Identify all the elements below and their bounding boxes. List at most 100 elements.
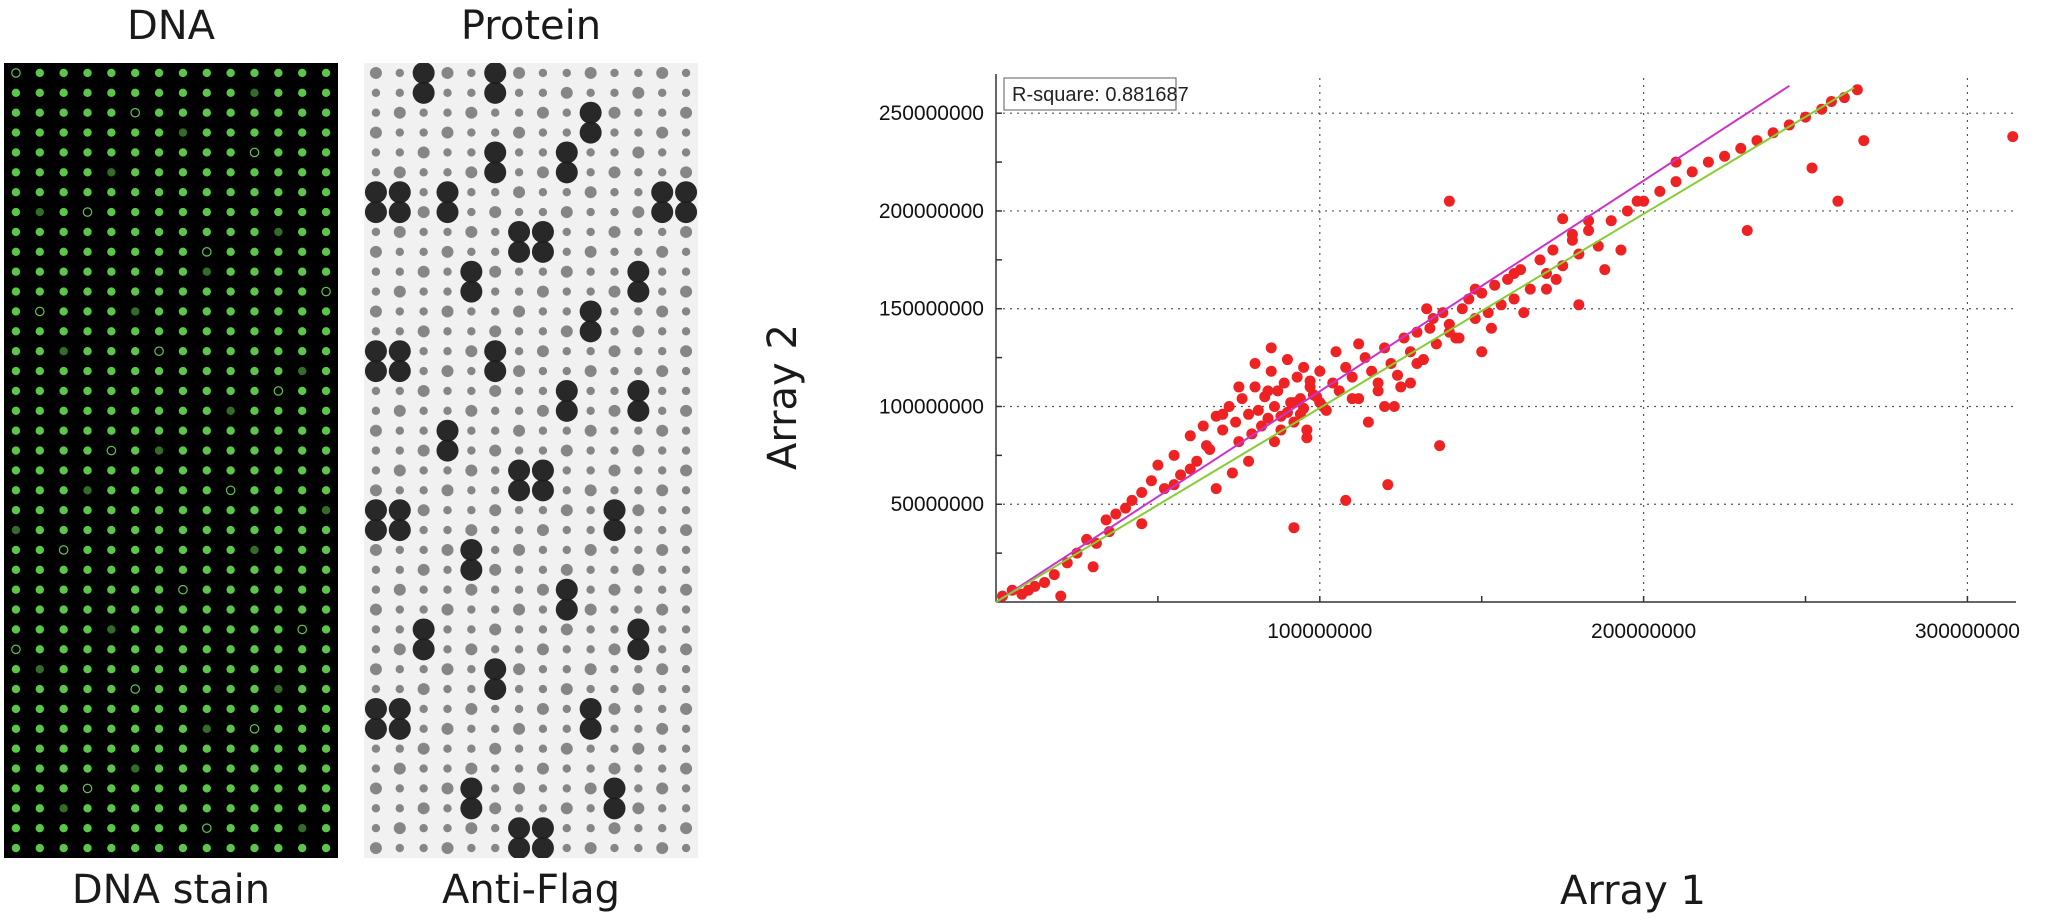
dna-spot	[59, 68, 68, 78]
protein-spot	[484, 678, 507, 701]
dna-spot	[11, 108, 21, 117]
dna-spot	[178, 584, 188, 595]
protein-spot	[681, 486, 691, 495]
data-point	[1424, 322, 1436, 334]
protein-spot	[491, 108, 500, 117]
dna-spot	[154, 287, 164, 296]
protein-bottom-label: Anti-Flag	[442, 867, 620, 913]
dna-spot	[250, 88, 259, 98]
dna-spot	[202, 346, 211, 356]
dna-spot	[250, 327, 259, 336]
protein-spot	[371, 406, 381, 416]
dna-spot	[274, 88, 283, 98]
dna-spot	[131, 307, 140, 316]
protein-spot	[484, 360, 507, 383]
protein-spot	[513, 543, 526, 556]
protein-spot	[388, 201, 411, 224]
protein-spot	[412, 81, 435, 104]
data-point	[1362, 416, 1374, 428]
protein-spot	[443, 764, 452, 773]
dna-spot	[11, 843, 21, 853]
data-point	[1291, 371, 1303, 383]
dna-spot	[59, 764, 68, 773]
protein-spot	[484, 340, 507, 363]
dna-spot	[35, 545, 44, 555]
protein-spot	[681, 247, 691, 257]
dna-spot	[250, 625, 259, 634]
protein-spot	[610, 684, 619, 694]
dna-spot	[226, 207, 235, 217]
protein-spot	[538, 446, 548, 455]
protein-spot	[531, 817, 554, 840]
dna-spot	[59, 784, 68, 793]
dna-spot	[59, 346, 68, 356]
protein-spot	[419, 664, 428, 674]
dna-spot	[178, 148, 188, 157]
dna-spot	[107, 784, 116, 793]
dna-spot	[298, 605, 307, 614]
protein-spot	[371, 585, 381, 594]
dna-spot	[131, 406, 140, 416]
dna-spot	[83, 525, 92, 535]
data-point	[1476, 346, 1488, 358]
dna-spot	[202, 784, 211, 793]
dna-spot	[107, 346, 116, 356]
dna-spot	[59, 466, 68, 475]
dna-spot	[250, 267, 259, 276]
dna-spot	[83, 446, 92, 455]
x-axis-title: Array 1	[1560, 868, 1706, 914]
protein-spot	[681, 664, 691, 674]
dna-spot	[178, 784, 188, 793]
dna-spot	[83, 346, 92, 356]
dna-spot	[298, 148, 307, 157]
data-point	[1430, 338, 1442, 350]
dna-spot	[178, 684, 188, 694]
protein-spot	[586, 406, 595, 416]
dna-spot	[11, 168, 21, 177]
dna-spot	[321, 823, 331, 833]
protein-spot	[443, 704, 452, 714]
protein-spot	[417, 384, 430, 397]
protein-spot	[656, 782, 669, 795]
dna-spot	[107, 168, 116, 177]
dna-spot	[321, 625, 331, 634]
dna-spot	[321, 406, 331, 416]
protein-spot	[632, 86, 645, 99]
dna-spot	[11, 207, 21, 217]
dna-spot	[59, 446, 68, 455]
dna-spot	[225, 485, 236, 496]
dna-spot	[154, 625, 164, 634]
dna-spot	[321, 784, 331, 793]
dna-spot	[202, 446, 211, 455]
dna-spot	[250, 247, 259, 257]
dna-spot	[154, 128, 164, 137]
protein-array-image	[364, 61, 698, 860]
protein-spot	[608, 225, 621, 238]
dna-spot	[321, 684, 331, 694]
dna-spot	[107, 128, 116, 137]
dna-spot	[35, 148, 44, 157]
dna-spot	[131, 327, 140, 336]
protein-spot	[536, 106, 549, 119]
dna-spot	[202, 88, 211, 98]
dna-spot	[154, 605, 164, 614]
protein-spot	[656, 424, 669, 437]
dna-spot	[226, 724, 235, 734]
dna-spot	[178, 625, 188, 634]
protein-spot	[627, 280, 650, 303]
protein-spot	[555, 379, 578, 402]
protein-spot	[627, 618, 650, 641]
protein-spot	[491, 585, 500, 594]
protein-spot	[491, 406, 500, 416]
protein-spot	[608, 106, 621, 119]
protein-spot	[371, 823, 381, 833]
dna-spot	[59, 645, 68, 654]
protein-spot	[514, 327, 524, 336]
protein-spot	[680, 345, 693, 358]
dna-spot	[250, 804, 259, 813]
data-point	[1404, 377, 1416, 389]
dna-spot	[131, 525, 140, 535]
dna-spot	[59, 128, 68, 137]
protein-spot	[467, 486, 476, 495]
dna-spot	[35, 287, 44, 296]
